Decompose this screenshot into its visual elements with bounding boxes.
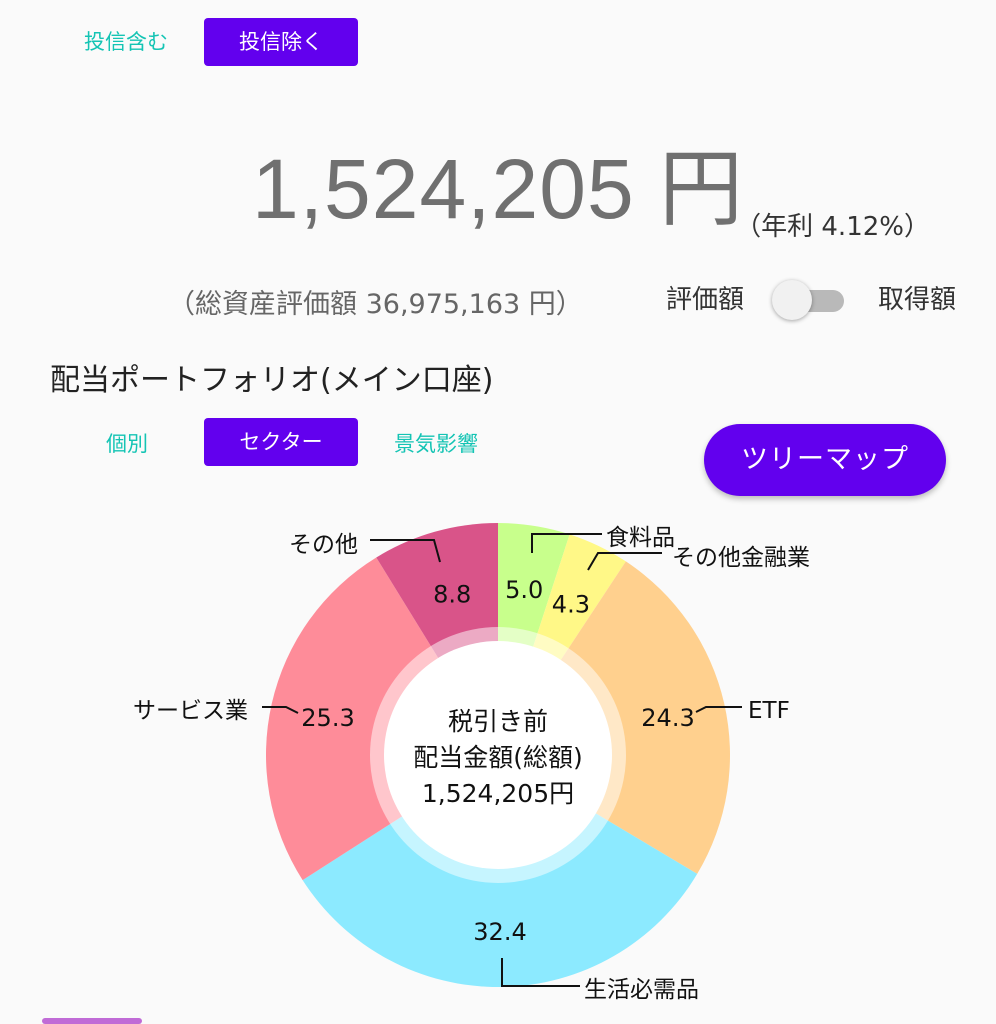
dividend-amount: 1,524,205 円 (251, 142, 745, 236)
toggle-knob[interactable] (772, 280, 812, 320)
leader-line (587, 552, 662, 571)
annual-rate: （年利 4.12%） (735, 212, 930, 242)
treemap-button[interactable]: ツリーマップ (704, 424, 946, 496)
center-text-line: 税引き前 (448, 707, 548, 736)
slice-name-label: ETF (748, 698, 790, 724)
leader-line (501, 958, 580, 987)
slice-value-label: 8.8 (433, 580, 471, 608)
tab-include-funds[interactable]: 投信含む (84, 30, 168, 54)
bottom-indicator (42, 1018, 142, 1024)
slice-value-label: 5.0 (505, 576, 543, 604)
section-title: 配当ポートフォリオ(メイン口座) (50, 363, 494, 398)
center-text-line: 配当金額(総額) (413, 743, 583, 772)
leader-line (370, 539, 441, 563)
slice-name-label: 食料品 (606, 525, 675, 551)
slice-name-label: サービス業 (133, 698, 248, 724)
tab-individual[interactable]: 個別 (106, 432, 148, 456)
tab-exclude-funds[interactable]: 投信除く (204, 18, 358, 66)
leader-line (262, 706, 299, 714)
slice-name-label: その他金融業 (672, 545, 810, 571)
tab-sector[interactable]: セクター (204, 418, 358, 466)
toggle-label-valuation: 評価額 (666, 285, 745, 315)
leader-line (531, 533, 602, 553)
slice-name-label: その他 (289, 532, 358, 558)
slice-value-label: 24.3 (641, 704, 694, 732)
leader-line (695, 706, 742, 713)
valuation-toggle[interactable] (770, 280, 846, 320)
slice-value-label: 25.3 (301, 704, 354, 732)
toggle-label-acquisition: 取得額 (878, 285, 957, 315)
donut-hole (384, 641, 612, 869)
tab-economy[interactable]: 景気影響 (394, 432, 478, 456)
slice-value-label: 32.4 (473, 918, 526, 946)
total-assets: （総資産評価額 36,975,163 円） (168, 289, 583, 320)
center-text-line: 1,524,205円 (422, 779, 574, 808)
slice-name-label: 生活必需品 (584, 977, 699, 1003)
slice-value-label: 4.3 (552, 591, 590, 619)
